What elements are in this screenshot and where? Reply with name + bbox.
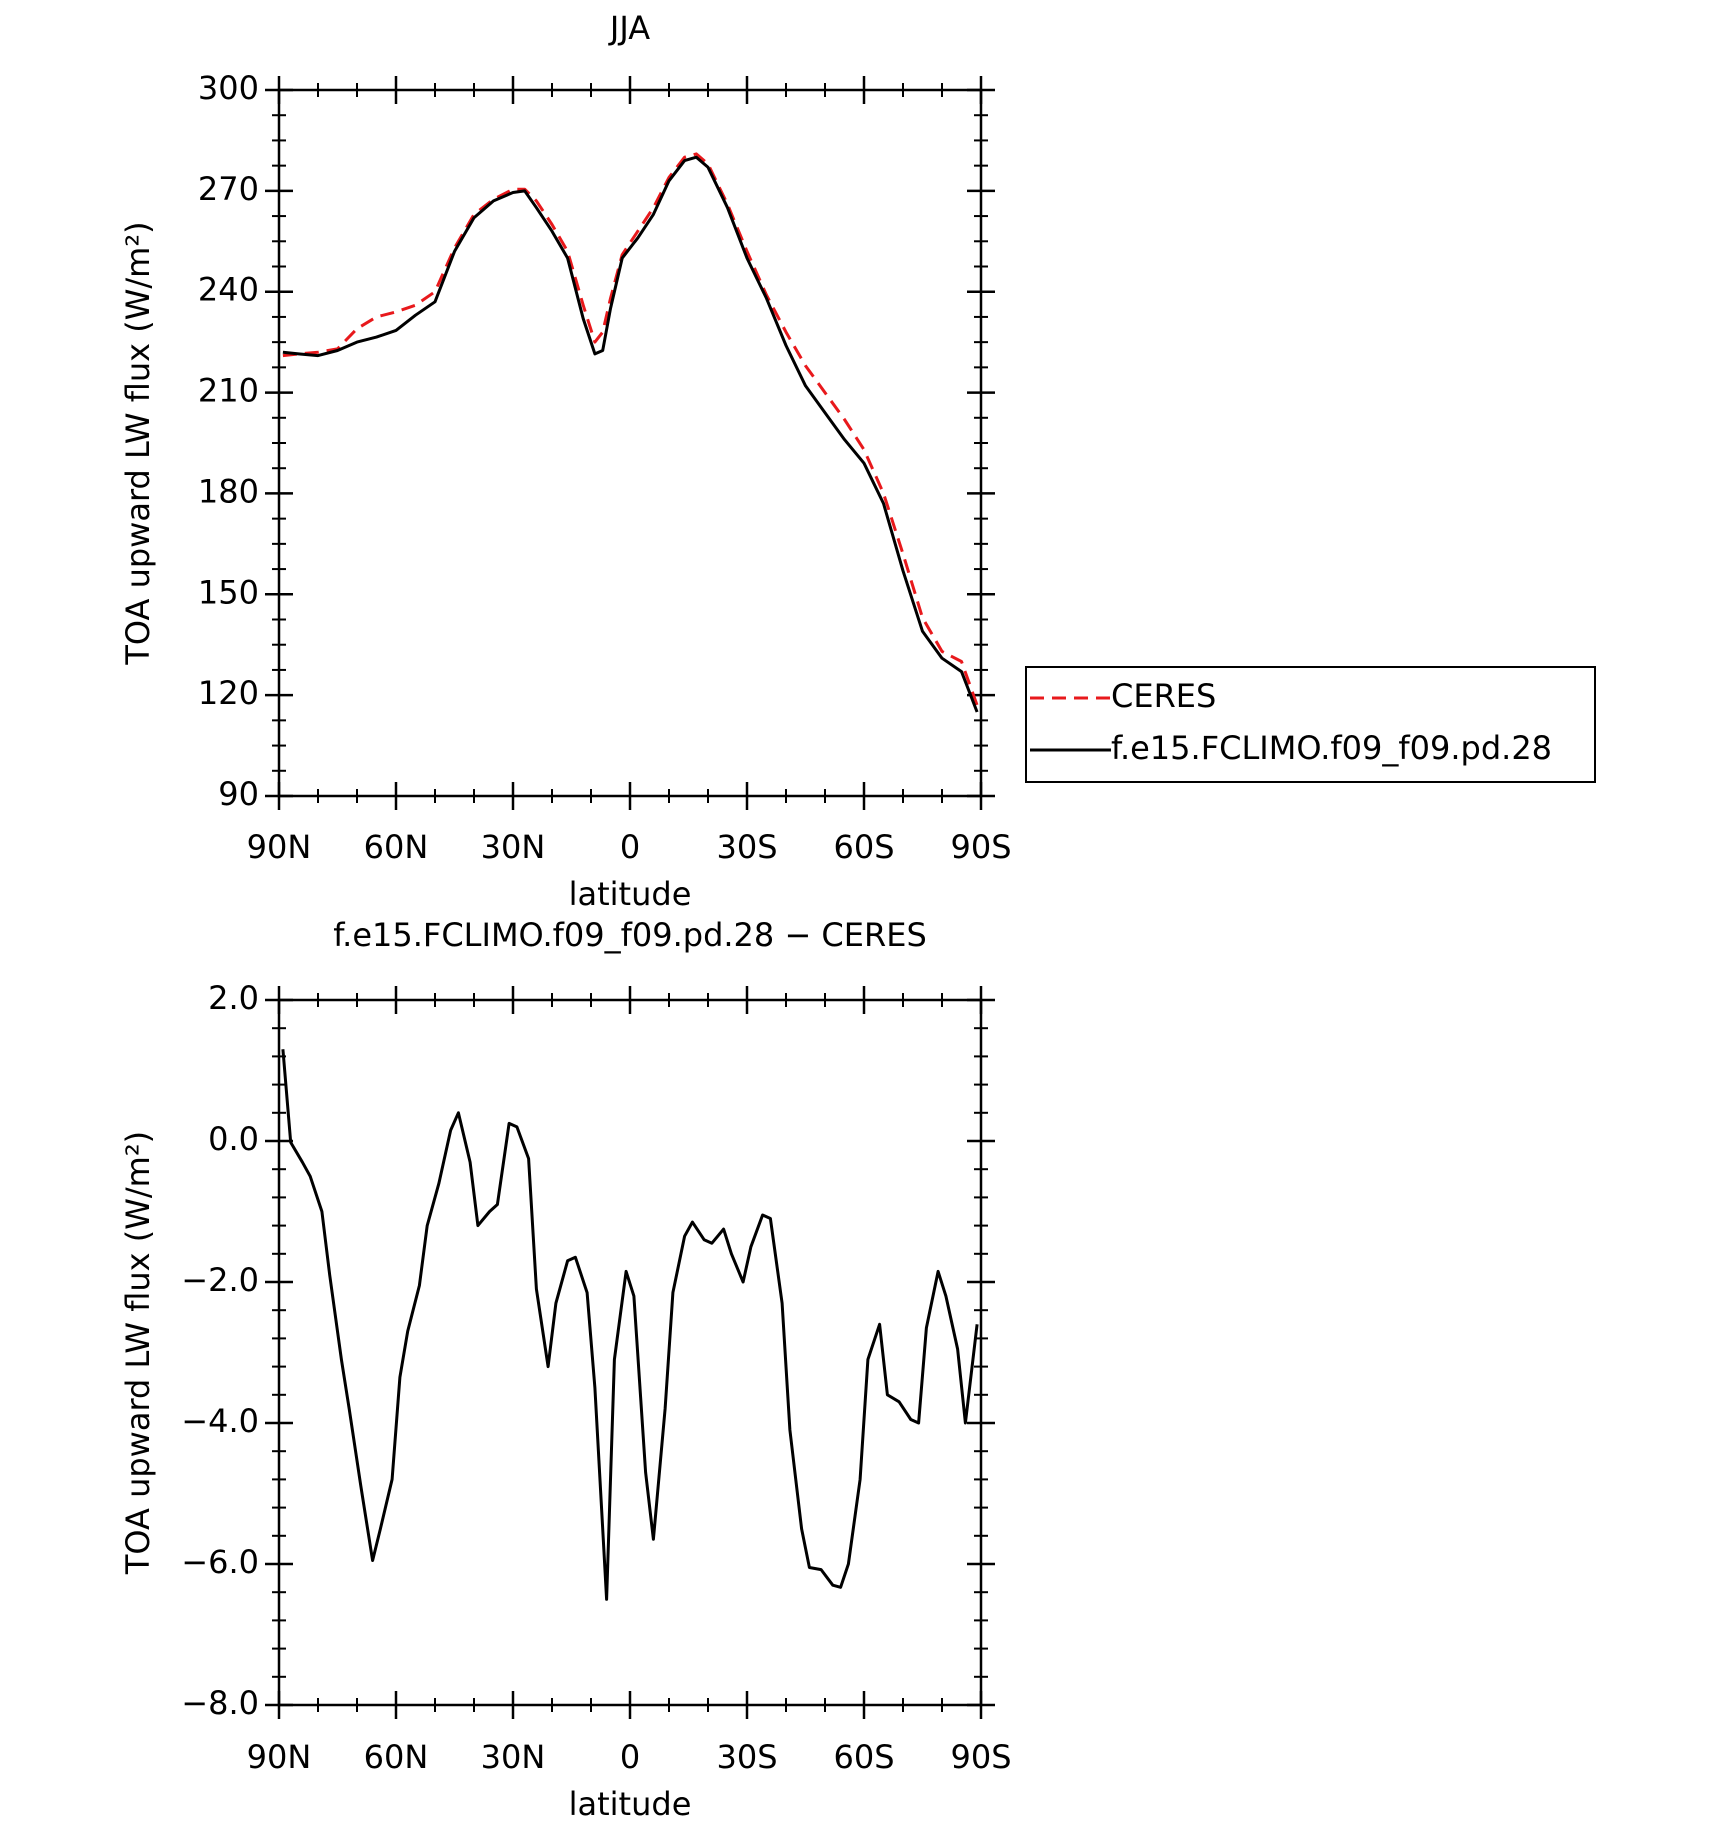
x-tick-label: 90S — [950, 828, 1011, 866]
x-tick-label: 60S — [833, 1738, 894, 1776]
chart-title: JJA — [608, 9, 650, 47]
x-tick-label: 30N — [481, 828, 546, 866]
x-tick-label: 90S — [950, 1738, 1011, 1776]
x-axis-label: latitude — [569, 1785, 692, 1823]
x-tick-label: 60N — [364, 828, 429, 866]
y-tick-label: 90 — [218, 775, 259, 813]
y-tick-label: −4.0 — [181, 1402, 259, 1440]
x-tick-label: 60S — [833, 828, 894, 866]
legend-label: f.e15.FCLIMO.f09_f09.pd.28 — [1111, 729, 1552, 767]
x-tick-label: 90N — [247, 1738, 312, 1776]
x-tick-label: 30N — [481, 1738, 546, 1776]
legend-box — [1025, 666, 1596, 783]
y-tick-label: −6.0 — [181, 1543, 259, 1581]
x-tick-label: 0 — [620, 828, 640, 866]
y-tick-label: 120 — [198, 674, 259, 712]
y-axis-label: TOA upward LW flux (W/m²) — [119, 1131, 157, 1575]
x-tick-label: 60N — [364, 1738, 429, 1776]
y-tick-label: 0.0 — [208, 1120, 259, 1158]
data-line — [282, 155, 979, 713]
y-axis-label: TOA upward LW flux (W/m²) — [119, 221, 157, 665]
y-tick-label: 270 — [198, 170, 259, 208]
y-tick-label: 210 — [198, 372, 259, 410]
chart-title: f.e15.FCLIMO.f09_f09.pd.28 − CERES — [333, 916, 927, 954]
y-tick-label: 180 — [198, 472, 259, 510]
x-tick-label: 30S — [716, 1738, 777, 1776]
x-tick-label: 90N — [247, 828, 312, 866]
plot-frame — [277, 998, 983, 1707]
y-tick-label: 300 — [198, 69, 259, 107]
x-tick-label: 30S — [716, 828, 777, 866]
y-tick-label: −8.0 — [181, 1684, 259, 1722]
y-tick-label: 150 — [198, 573, 259, 611]
legend-label: CERES — [1111, 677, 1216, 715]
plot-frame — [277, 88, 983, 798]
x-tick-label: 0 — [620, 1738, 640, 1776]
data-line — [282, 152, 979, 706]
y-tick-label: 2.0 — [208, 979, 259, 1017]
x-axis-label: latitude — [569, 875, 692, 913]
y-tick-label: −2.0 — [181, 1261, 259, 1299]
y-tick-label: 240 — [198, 271, 259, 309]
data-line — [281, 1049, 979, 1601]
